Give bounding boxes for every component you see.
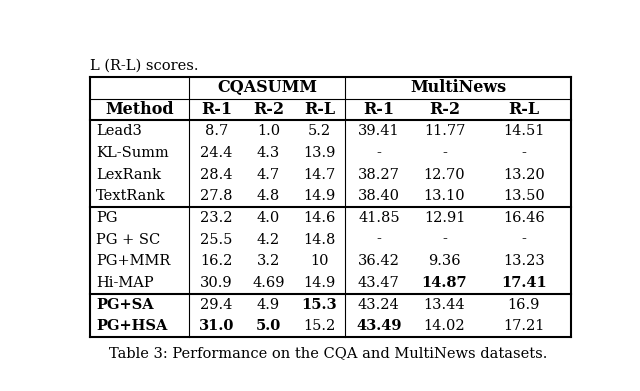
Text: R-1: R-1 — [364, 101, 394, 118]
Text: LexRank: LexRank — [96, 168, 161, 181]
Text: 43.49: 43.49 — [356, 319, 401, 333]
Text: 16.2: 16.2 — [200, 254, 232, 268]
Text: -: - — [376, 146, 381, 160]
Text: 38.40: 38.40 — [358, 189, 400, 203]
Text: 4.9: 4.9 — [257, 298, 280, 312]
Text: 9.36: 9.36 — [428, 254, 461, 268]
Text: 14.02: 14.02 — [424, 319, 465, 333]
Text: 38.27: 38.27 — [358, 168, 400, 181]
Text: KL-Summ: KL-Summ — [96, 146, 168, 160]
Text: 12.91: 12.91 — [424, 211, 465, 225]
Text: Hi-MAP: Hi-MAP — [96, 276, 154, 290]
Text: 5.0: 5.0 — [256, 319, 281, 333]
Text: R-L: R-L — [304, 101, 335, 118]
Text: R-2: R-2 — [429, 101, 460, 118]
Text: 14.9: 14.9 — [303, 189, 335, 203]
Text: 15.2: 15.2 — [303, 319, 335, 333]
Text: 27.8: 27.8 — [200, 189, 233, 203]
Text: 14.7: 14.7 — [303, 168, 335, 181]
Text: 36.42: 36.42 — [358, 254, 400, 268]
Text: 14.51: 14.51 — [503, 124, 545, 138]
Text: Lead3: Lead3 — [96, 124, 141, 138]
Text: 43.24: 43.24 — [358, 298, 400, 312]
Text: 39.41: 39.41 — [358, 124, 399, 138]
Text: 17.21: 17.21 — [503, 319, 545, 333]
Text: 4.8: 4.8 — [257, 189, 280, 203]
Text: 25.5: 25.5 — [200, 233, 232, 247]
Text: 5.2: 5.2 — [308, 124, 331, 138]
Text: 13.23: 13.23 — [503, 254, 545, 268]
Text: 4.3: 4.3 — [257, 146, 280, 160]
Text: 13.10: 13.10 — [424, 189, 465, 203]
Text: 14.9: 14.9 — [303, 276, 335, 290]
Text: 17.41: 17.41 — [501, 276, 547, 290]
Text: PG+SA: PG+SA — [96, 298, 154, 312]
Text: 4.2: 4.2 — [257, 233, 280, 247]
Text: L (R-L) scores.: L (R-L) scores. — [90, 59, 198, 73]
Text: PG + SC: PG + SC — [96, 233, 160, 247]
Text: 13.44: 13.44 — [424, 298, 465, 312]
Text: 31.0: 31.0 — [198, 319, 234, 333]
Text: Table 3: Performance on the CQA and MultiNews datasets.: Table 3: Performance on the CQA and Mult… — [109, 346, 547, 360]
Text: -: - — [522, 233, 526, 247]
Text: 28.4: 28.4 — [200, 168, 233, 181]
Text: 23.2: 23.2 — [200, 211, 233, 225]
Text: 14.8: 14.8 — [303, 233, 335, 247]
Text: -: - — [442, 146, 447, 160]
Text: -: - — [376, 233, 381, 247]
Text: 14.87: 14.87 — [422, 276, 467, 290]
Text: -: - — [522, 146, 526, 160]
Text: R-1: R-1 — [201, 101, 232, 118]
Text: 24.4: 24.4 — [200, 146, 232, 160]
Text: 4.0: 4.0 — [257, 211, 280, 225]
Text: 12.70: 12.70 — [424, 168, 465, 181]
Text: 14.6: 14.6 — [303, 211, 335, 225]
Text: MultiNews: MultiNews — [410, 79, 506, 96]
Text: 4.7: 4.7 — [257, 168, 280, 181]
Text: R-L: R-L — [508, 101, 540, 118]
Text: 1.0: 1.0 — [257, 124, 280, 138]
Text: -: - — [442, 233, 447, 247]
Text: 13.20: 13.20 — [503, 168, 545, 181]
Text: TextRank: TextRank — [96, 189, 166, 203]
Text: 41.85: 41.85 — [358, 211, 399, 225]
Text: PG: PG — [96, 211, 117, 225]
Text: 13.9: 13.9 — [303, 146, 335, 160]
Text: 29.4: 29.4 — [200, 298, 232, 312]
Text: CQASUMM: CQASUMM — [217, 79, 317, 96]
Text: 16.9: 16.9 — [508, 298, 540, 312]
Text: Method: Method — [105, 101, 174, 118]
Text: 15.3: 15.3 — [301, 298, 337, 312]
Text: PG+MMR: PG+MMR — [96, 254, 170, 268]
Text: PG+HSA: PG+HSA — [96, 319, 167, 333]
Text: 43.47: 43.47 — [358, 276, 400, 290]
Text: 8.7: 8.7 — [205, 124, 228, 138]
Text: R-2: R-2 — [253, 101, 284, 118]
Text: 16.46: 16.46 — [503, 211, 545, 225]
Text: 4.69: 4.69 — [252, 276, 285, 290]
Text: 11.77: 11.77 — [424, 124, 465, 138]
Text: 13.50: 13.50 — [503, 189, 545, 203]
Text: 10: 10 — [310, 254, 328, 268]
Text: 3.2: 3.2 — [257, 254, 280, 268]
Text: 30.9: 30.9 — [200, 276, 233, 290]
